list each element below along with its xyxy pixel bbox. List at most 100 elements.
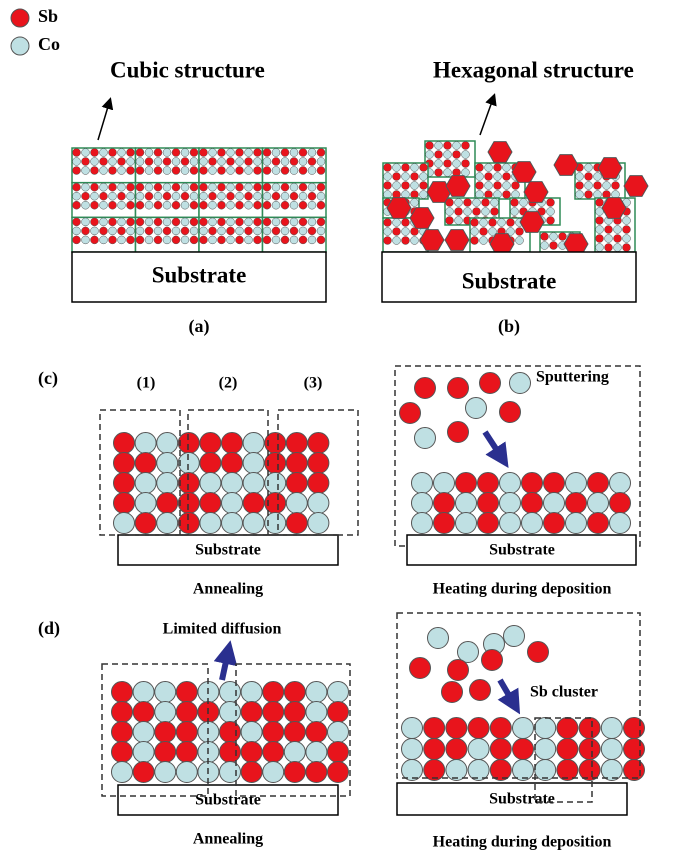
co-atom: [126, 157, 135, 166]
sb-atom: [180, 157, 190, 166]
sb-atom: [546, 216, 555, 225]
co-atom: [289, 182, 299, 192]
co-atom: [144, 200, 154, 210]
sb-atom: [153, 200, 163, 210]
sb-atom: [285, 432, 308, 454]
panel-label: (c): [38, 368, 58, 389]
sb-atom: [226, 157, 235, 166]
sb-atom: [72, 148, 81, 157]
co-atom: [162, 166, 172, 175]
co-atom: [180, 182, 190, 192]
co-atom: [543, 492, 565, 514]
sb-atom: [175, 741, 198, 763]
caption: Annealing: [193, 831, 263, 848]
co-atom: [144, 182, 154, 192]
sb-atom: [108, 148, 117, 157]
co-atom: [584, 181, 593, 190]
co-atom: [470, 227, 479, 236]
co-atom: [226, 182, 235, 192]
sb-atom: [499, 401, 521, 423]
panel-label: (d): [38, 618, 60, 639]
co-atom: [240, 721, 263, 743]
co-atom: [307, 166, 317, 175]
co-atom: [199, 191, 208, 201]
co-atom: [521, 512, 543, 534]
co-atom: [180, 217, 190, 227]
sb-atom: [510, 198, 519, 207]
co-atom: [512, 717, 534, 739]
sb-atom: [283, 761, 306, 783]
co-atom: [479, 236, 488, 245]
sb-atom: [244, 157, 253, 166]
co-atom: [262, 761, 285, 783]
co-atom: [162, 200, 172, 210]
sb-atom: [108, 166, 117, 175]
sb-atom: [443, 141, 452, 150]
caption: Heating during deposition: [433, 834, 612, 851]
sb-atom: [409, 657, 431, 679]
sb-atom: [447, 659, 469, 681]
sb-atom: [604, 243, 613, 252]
sb-atom: [199, 492, 222, 514]
sb-atom: [506, 218, 515, 227]
overlay: [99, 409, 593, 803]
sb-atom: [587, 512, 609, 534]
sb-atom: [235, 166, 244, 175]
co-atom: [72, 191, 81, 201]
sb-atom: [262, 741, 285, 763]
sb-atom: [595, 234, 604, 243]
panel-label: (b): [498, 316, 520, 337]
co-atom: [280, 226, 290, 236]
sb-atom: [543, 472, 565, 494]
sb-atom: [262, 166, 272, 175]
co-atom: [99, 217, 108, 227]
sb-atom: [556, 717, 579, 739]
sb-atom: [305, 721, 328, 743]
sb-atom: [262, 235, 272, 245]
co-atom: [253, 226, 262, 236]
arrow: [482, 430, 509, 469]
co-atom: [455, 512, 477, 534]
sb-atom: [126, 148, 135, 157]
co-atom: [271, 148, 281, 157]
hexagonal-grain: [426, 181, 452, 203]
sb-atom: [493, 181, 502, 190]
sb-atom: [180, 226, 190, 236]
co-atom: [534, 717, 557, 739]
sb-atom: [156, 492, 179, 514]
sb-atom: [327, 701, 349, 723]
sb-atom: [90, 217, 99, 227]
sb-atom: [593, 181, 602, 190]
co-atom: [383, 172, 392, 181]
co-atom: [208, 235, 217, 245]
sb-atom: [235, 200, 244, 210]
co-atom: [410, 236, 419, 245]
sb-atom: [90, 148, 99, 157]
sb-atom: [490, 207, 499, 216]
co-atom: [208, 217, 217, 227]
sb-atom: [177, 472, 200, 494]
sb-atom: [447, 421, 469, 443]
co-atom: [240, 681, 263, 703]
hexagonal-grain: [553, 154, 579, 176]
co-atom: [503, 625, 525, 647]
sb-atom: [527, 641, 549, 663]
co-atom: [434, 159, 443, 168]
sb-atom: [316, 217, 326, 227]
substrate: [381, 251, 637, 303]
co-atom: [298, 191, 308, 201]
sb-atom: [72, 217, 81, 227]
sb-atom: [90, 166, 99, 175]
caption: Heating during deposition: [433, 581, 612, 598]
sb-atom: [383, 163, 392, 172]
sb-atom: [162, 226, 172, 236]
sb-atom: [283, 681, 306, 703]
co-atom: [217, 157, 226, 166]
co-atom: [132, 681, 155, 703]
co-atom: [488, 227, 497, 236]
sb-atom: [199, 235, 208, 245]
cluster-box: [534, 717, 593, 803]
sb-atom: [493, 163, 502, 172]
sb-atom: [253, 200, 262, 210]
sb-atom: [189, 235, 199, 245]
